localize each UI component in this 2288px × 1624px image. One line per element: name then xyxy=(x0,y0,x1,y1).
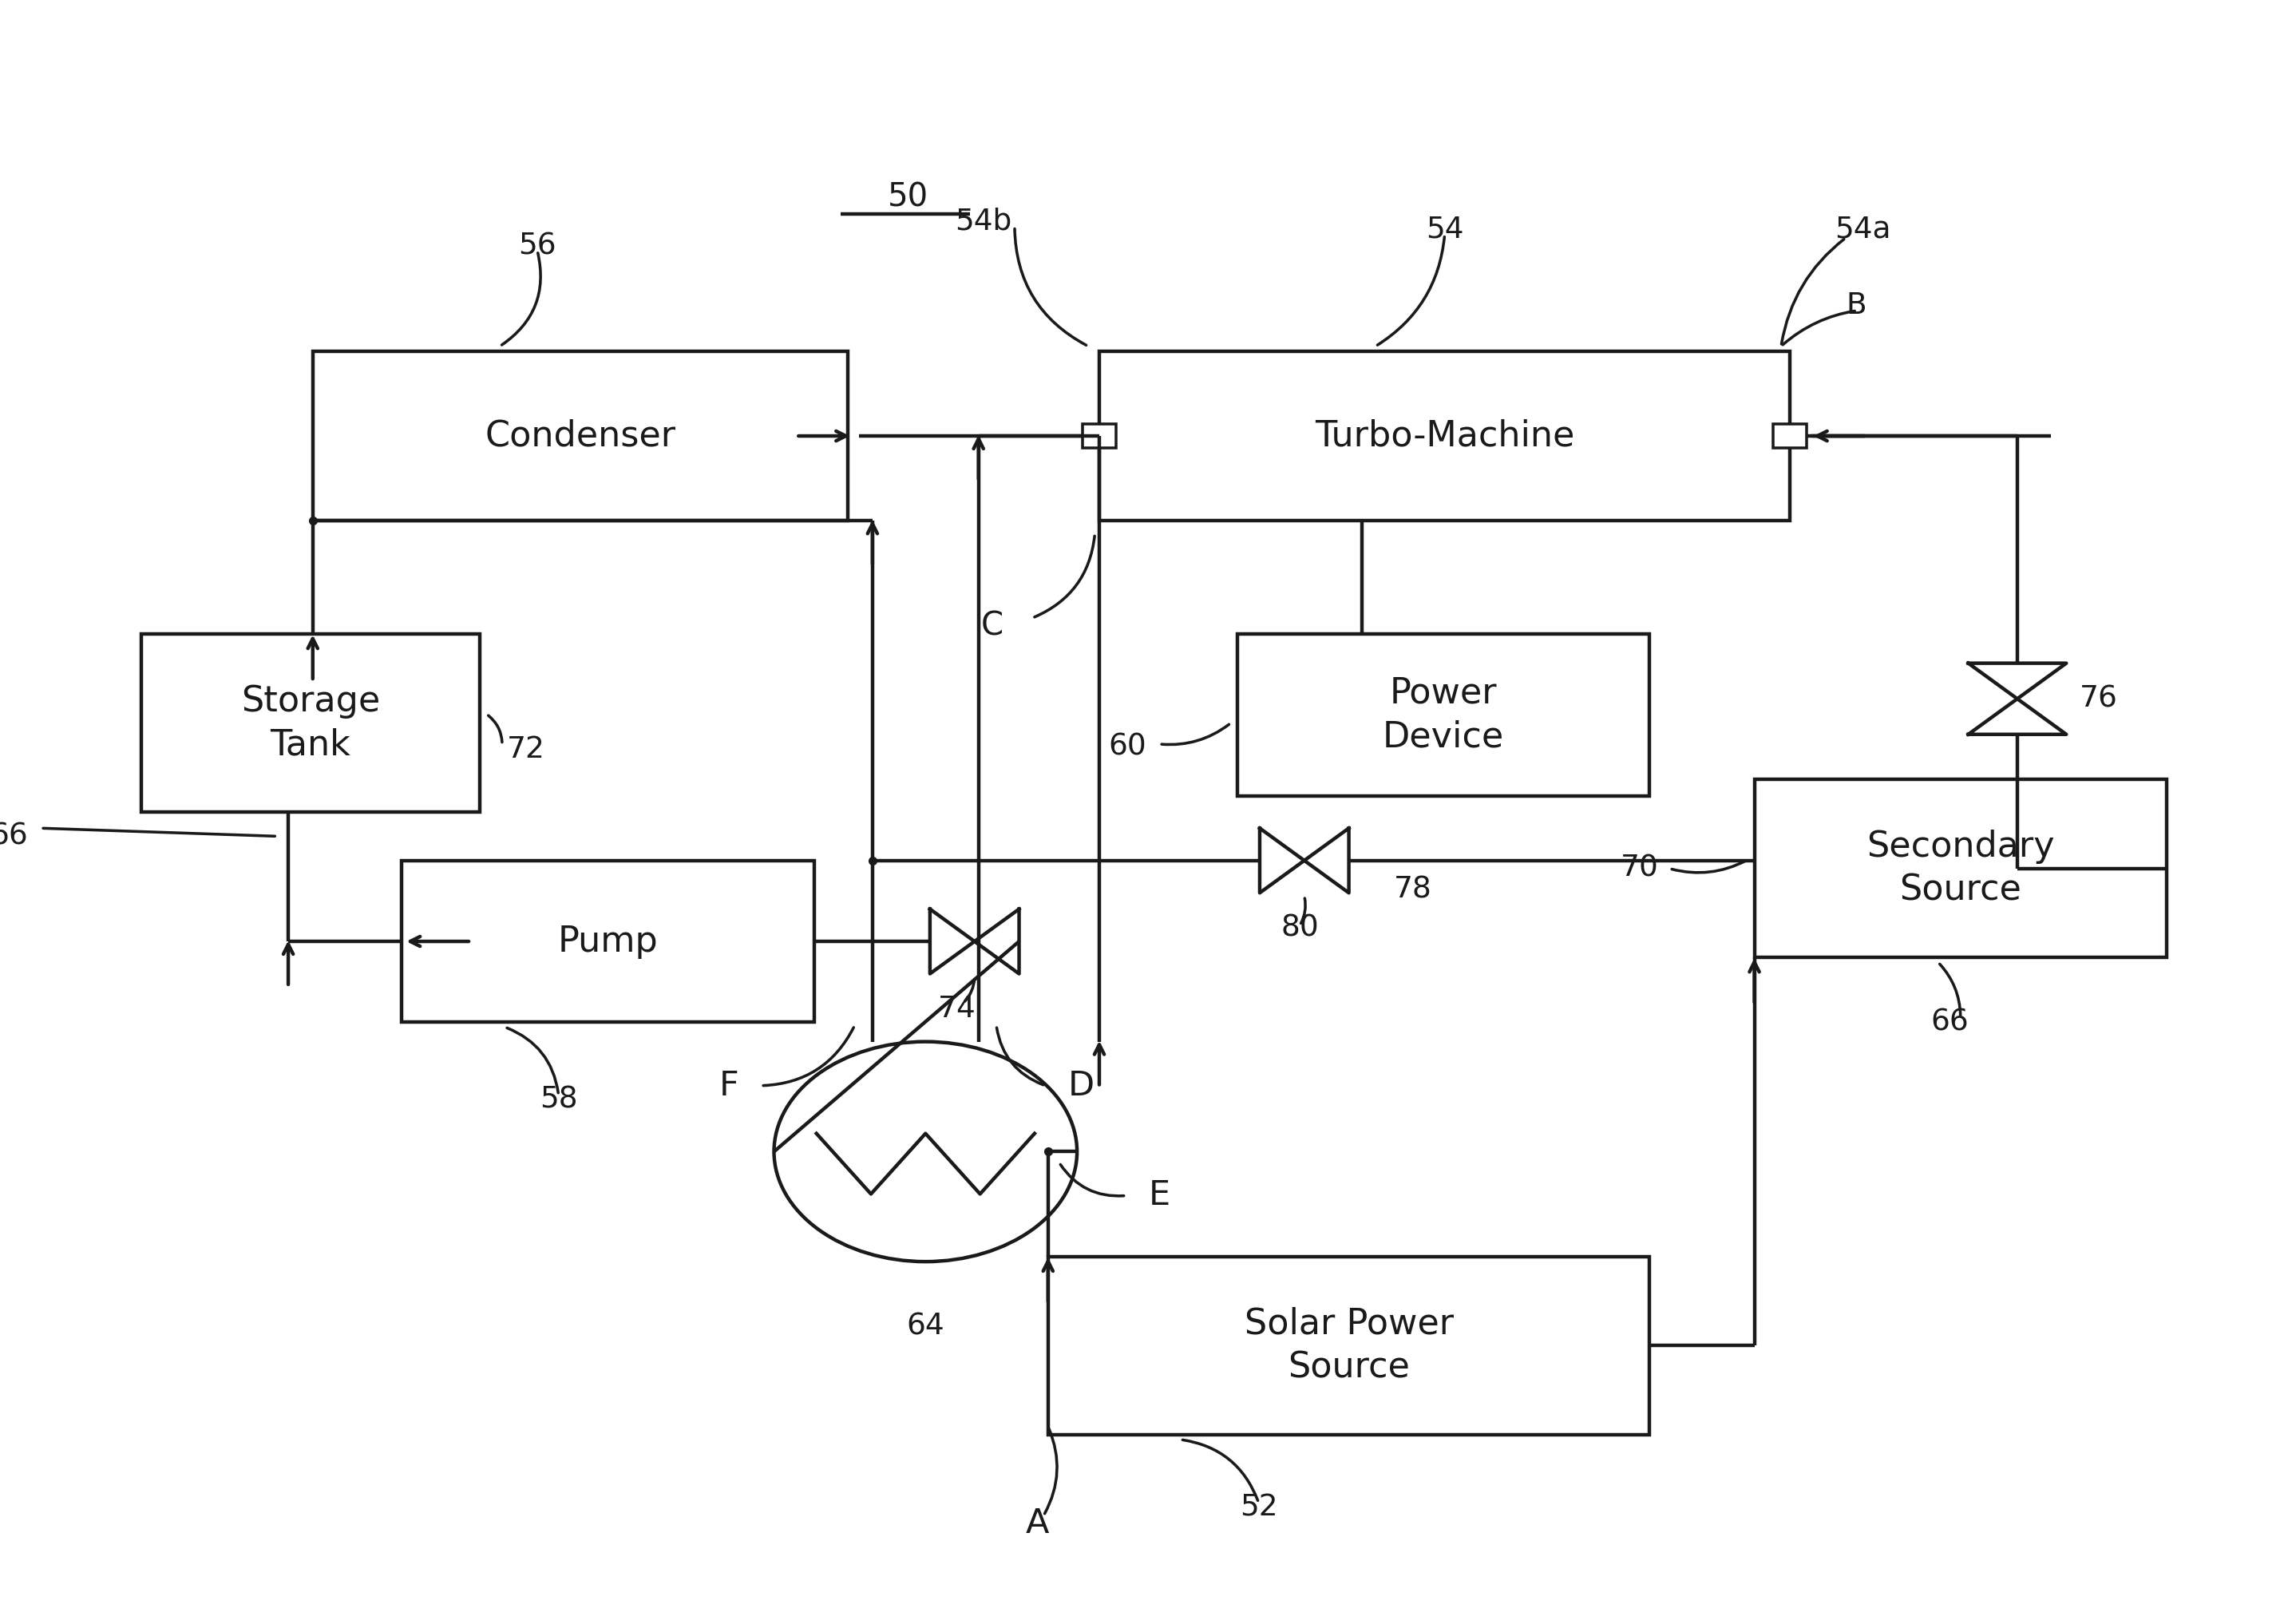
Bar xyxy=(1238,633,1650,796)
Text: 70: 70 xyxy=(1620,854,1659,883)
Text: Storage
Tank: Storage Tank xyxy=(240,684,380,762)
Text: F: F xyxy=(718,1069,739,1103)
Bar xyxy=(1755,780,2167,958)
Text: 52: 52 xyxy=(1240,1492,1277,1522)
Text: D: D xyxy=(1068,1069,1094,1103)
Text: Secondary
Source: Secondary Source xyxy=(1867,830,2055,908)
Text: Solar Power
Source: Solar Power Source xyxy=(1245,1307,1453,1385)
Text: 54a: 54a xyxy=(1835,216,1890,244)
Text: 78: 78 xyxy=(1393,875,1432,905)
Text: 54b: 54b xyxy=(954,208,1011,235)
Text: 54: 54 xyxy=(1425,216,1464,244)
Bar xyxy=(403,861,815,1021)
Text: A: A xyxy=(1025,1507,1048,1541)
Text: 60: 60 xyxy=(1107,732,1146,762)
Text: B: B xyxy=(1846,291,1867,320)
Text: 80: 80 xyxy=(1281,914,1318,944)
Text: Condenser: Condenser xyxy=(485,419,675,453)
Text: 50: 50 xyxy=(888,182,929,214)
Text: 72: 72 xyxy=(506,736,545,765)
Text: 64: 64 xyxy=(906,1312,945,1341)
Text: Turbo-Machine: Turbo-Machine xyxy=(1316,419,1574,453)
Bar xyxy=(1098,351,1789,521)
Bar xyxy=(1082,424,1117,448)
Text: 58: 58 xyxy=(540,1085,577,1114)
Text: C: C xyxy=(982,611,1004,641)
Bar xyxy=(142,633,480,812)
Bar xyxy=(1048,1257,1650,1434)
Text: 76: 76 xyxy=(2080,684,2119,713)
Bar xyxy=(313,351,847,521)
Text: Power
Device: Power Device xyxy=(1382,676,1503,754)
Text: Pump: Pump xyxy=(558,924,659,958)
Text: 66: 66 xyxy=(1931,1009,1968,1036)
Bar xyxy=(1773,424,1808,448)
Text: 74: 74 xyxy=(938,996,975,1023)
Text: E: E xyxy=(1149,1179,1169,1213)
Text: 66: 66 xyxy=(0,822,27,851)
Text: 56: 56 xyxy=(519,232,556,260)
